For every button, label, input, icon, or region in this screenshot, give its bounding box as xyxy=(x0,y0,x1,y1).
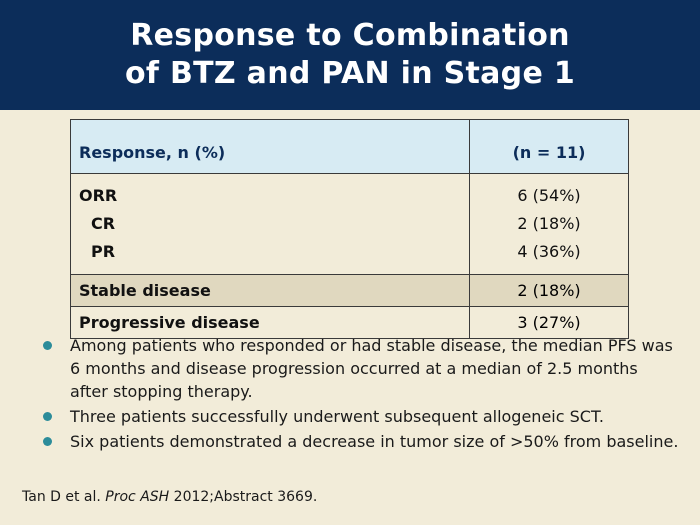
stable-label: Stable disease xyxy=(70,274,470,307)
citation-details: 2012;Abstract 3669. xyxy=(173,489,318,505)
bullet-text: Three patients successfully underwent su… xyxy=(70,407,604,426)
progressive-value: 3 (27%) xyxy=(469,306,629,339)
response-table: Response, n (%) (n = 11) ORR CR PR 6 (54… xyxy=(70,119,629,339)
bullet-dot-icon xyxy=(43,341,52,350)
pr-label: PR xyxy=(91,242,116,261)
progressive-label: Progressive disease xyxy=(70,306,470,339)
bullet-text: Among patients who responded or had stab… xyxy=(70,336,673,401)
cr-value: 2 (18%) xyxy=(517,214,581,233)
orr-value-cell: 6 (54%) 2 (18%) 4 (36%) xyxy=(469,173,629,275)
header-value-cell: (n = 11) xyxy=(469,119,629,174)
stable-value: 2 (18%) xyxy=(469,274,629,307)
orr-label: ORR xyxy=(79,186,118,205)
citation-journal: Proc ASH xyxy=(105,489,170,505)
bullet-text: Six patients demonstrated a decrease in … xyxy=(70,432,679,451)
slide-title-line-1: Response to Combination xyxy=(130,18,570,53)
pr-value: 4 (36%) xyxy=(517,242,581,261)
cr-label: CR xyxy=(91,214,116,233)
bullet-list: Among patients who responded or had stab… xyxy=(40,334,680,455)
bullet-item: Three patients successfully underwent su… xyxy=(40,405,680,428)
bullet-dot-icon xyxy=(43,437,52,446)
orr-label-cell: ORR CR PR xyxy=(70,173,470,275)
slide-title-line-2: of BTZ and PAN in Stage 1 xyxy=(124,56,576,91)
table-header-row: Response, n (%) (n = 11) xyxy=(70,119,629,174)
table-row-orr-group: ORR CR PR 6 (54%) 2 (18%) 4 (36%) xyxy=(70,173,629,275)
bullet-dot-icon xyxy=(43,412,52,421)
citation-authors: Tan D et al. xyxy=(22,489,101,505)
table-row-stable-disease: Stable disease 2 (18%) xyxy=(70,274,629,307)
header-label-cell: Response, n (%) xyxy=(70,119,470,174)
bullet-item: Among patients who responded or had stab… xyxy=(40,334,680,403)
citation: Tan D et al. Proc ASH 2012;Abstract 3669… xyxy=(22,489,317,505)
table-row-progressive-disease: Progressive disease 3 (27%) xyxy=(70,306,629,339)
orr-value: 6 (54%) xyxy=(517,186,581,205)
bullet-item: Six patients demonstrated a decrease in … xyxy=(40,430,680,453)
slide-header: Response to Combination of BTZ and PAN i… xyxy=(0,0,700,110)
